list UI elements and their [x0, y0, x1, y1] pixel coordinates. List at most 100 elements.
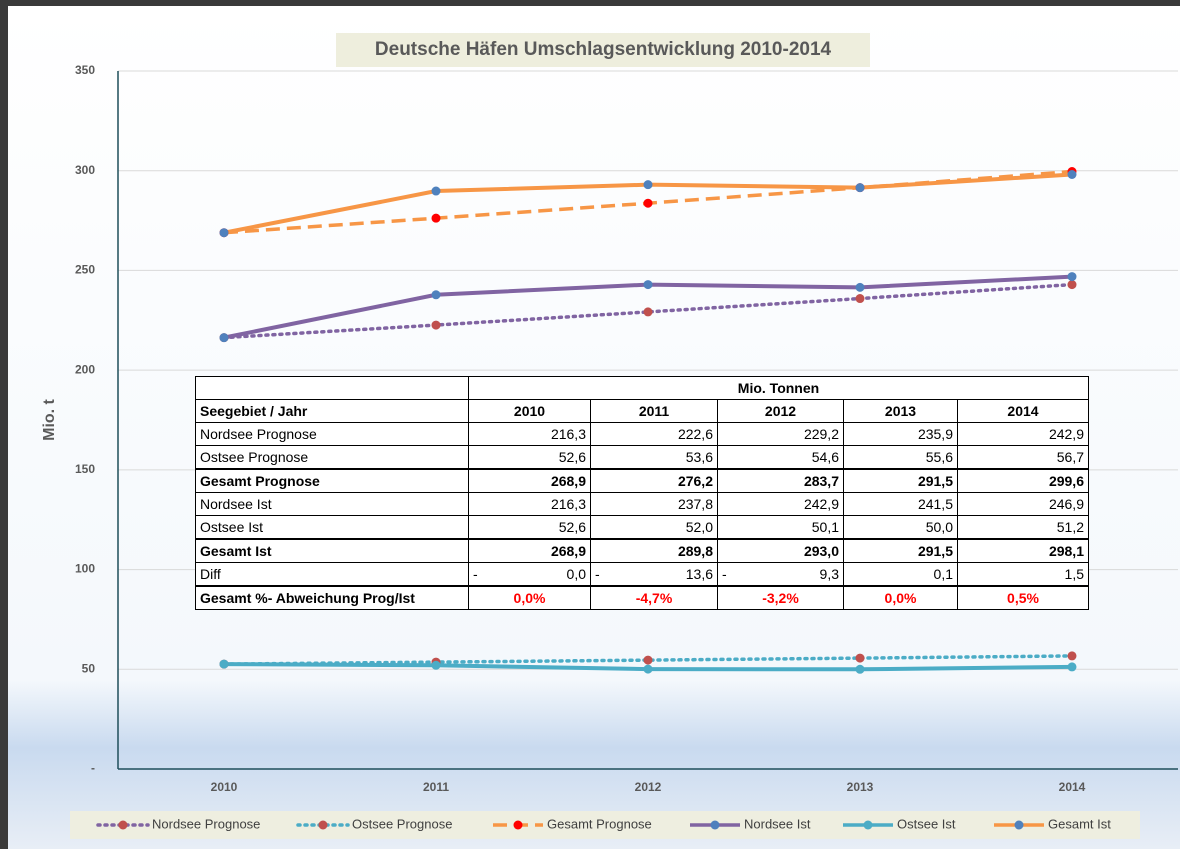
cell: 276,2 [590, 468, 718, 493]
cell: 298,1 [957, 538, 1089, 563]
legend-marker [1014, 820, 1024, 830]
cell-sign: - [722, 566, 727, 582]
row-label: Gesamt Prognose [195, 468, 469, 493]
y-tick-label: 300 [75, 163, 95, 177]
row-label: Gesamt Ist [195, 538, 469, 563]
header-row: Seegebiet / Jahr 2010 2011 2012 2013 2014 [195, 399, 1089, 423]
row-label: Nordsee Prognose [195, 422, 469, 446]
x-tick-label: 2014 [1059, 780, 1086, 794]
marker [431, 186, 441, 196]
legend-label: Gesamt Ist [1048, 816, 1111, 831]
cell: 52,6 [468, 515, 591, 540]
cell: 299,6 [957, 468, 1089, 493]
cell: 216,3 [468, 422, 591, 446]
y-tick-label: 350 [75, 63, 95, 77]
cell: 235,9 [843, 422, 958, 446]
marker [855, 294, 865, 304]
row-label: Gesamt %- Abweichung Prog/Ist [195, 585, 469, 610]
title-box [336, 33, 870, 67]
marker [1067, 662, 1077, 672]
x-tick-label: 2013 [847, 780, 874, 794]
cell: 50,1 [717, 515, 844, 540]
cell: 268,9 [468, 468, 591, 493]
header-cell: Seegebiet / Jahr [195, 399, 469, 423]
legend-marker [513, 820, 523, 830]
cell: 50,0 [843, 515, 958, 540]
table-row: Ostsee Prognose 52,6 53,6 54,6 55,6 56,7 [195, 445, 1089, 470]
caption: Mio. Tonnen [468, 376, 1089, 400]
cell: 51,2 [957, 515, 1089, 540]
cell-value: 0,0 [566, 566, 586, 582]
marker [1067, 272, 1077, 282]
header-cell: 2012 [717, 399, 844, 423]
table-row: Ostsee Ist 52,6 52,0 50,1 50,0 51,2 [195, 515, 1089, 540]
cell: -3,2% [717, 585, 844, 610]
header-cell: 2014 [957, 399, 1089, 423]
marker [1067, 170, 1077, 180]
cell: 0,1 [843, 562, 958, 587]
row-label: Ostsee Prognose [195, 445, 469, 470]
cell-value: 1,5 [1064, 566, 1084, 582]
marker [643, 307, 653, 317]
table-body: Mio. Tonnen Seegebiet / Jahr 2010 2011 2012 2… [195, 376, 1089, 610]
cell: 54,6 [717, 445, 844, 470]
row-label: Ostsee Ist [195, 515, 469, 540]
marker [643, 180, 653, 190]
header-cell: 2013 [843, 399, 958, 423]
marker [219, 659, 229, 669]
cell: 241,5 [843, 492, 958, 516]
marker [431, 213, 441, 223]
cell: 52,6 [468, 445, 591, 470]
cell: 53,6 [590, 445, 718, 470]
series-line [222, 282, 1074, 340]
header-cell: 2011 [590, 399, 718, 423]
table-row: Nordsee Ist 216,3 237,8 242,9 241,5 246,9 [195, 492, 1089, 516]
cell: 291,5 [843, 468, 958, 493]
legend-marker [318, 820, 328, 830]
row-label: Nordsee Ist [195, 492, 469, 516]
marker [1067, 280, 1077, 290]
legend-marker [863, 820, 873, 830]
y-tick-label: 150 [75, 462, 95, 476]
row-label: Diff [195, 562, 469, 587]
cell: 237,8 [590, 492, 718, 516]
y-tick-label: 50 [82, 661, 96, 675]
cell: 229,2 [717, 422, 844, 446]
y-tick-label: 100 [75, 562, 95, 576]
cell: -4,7% [590, 585, 718, 610]
cell: 1,5 [957, 562, 1089, 587]
cell: 289,8 [590, 538, 718, 563]
cell-sign: - [473, 566, 478, 582]
cell: 52,0 [590, 515, 718, 540]
marker [431, 290, 441, 300]
legend-label: Ostsee Prognose [352, 816, 452, 831]
table-row: Gesamt %- Abweichung Prog/Ist 0,0% -4,7% -3… [195, 585, 1089, 610]
cell-value: 0,1 [933, 566, 953, 582]
y-tick-label: - [91, 761, 95, 775]
cell: - 13,6 [590, 562, 718, 587]
legend-label: Nordsee Prognose [152, 816, 260, 831]
marker [643, 655, 653, 665]
marker [855, 664, 865, 674]
legend-label: Ostsee Ist [897, 816, 956, 831]
cell: 291,5 [843, 538, 958, 563]
marker [855, 282, 865, 292]
y-tick-label: 250 [75, 263, 95, 277]
cell-value: 9,3 [819, 566, 839, 582]
y-axis-label: Mio. t [41, 398, 58, 440]
cell: 246,9 [957, 492, 1089, 516]
marker [431, 660, 441, 670]
y-tick-label: 200 [75, 362, 95, 376]
caption-row: Mio. Tonnen [195, 376, 1089, 400]
cell: 0,0% [843, 585, 958, 610]
legend-box [70, 811, 1140, 839]
cell: 293,0 [717, 538, 844, 563]
legend-marker [710, 820, 720, 830]
legend-label: Gesamt Prognose [547, 816, 652, 831]
cell [195, 376, 469, 400]
cell: 268,9 [468, 538, 591, 563]
marker [643, 664, 653, 674]
legend-marker [118, 820, 128, 830]
marker [219, 333, 229, 343]
